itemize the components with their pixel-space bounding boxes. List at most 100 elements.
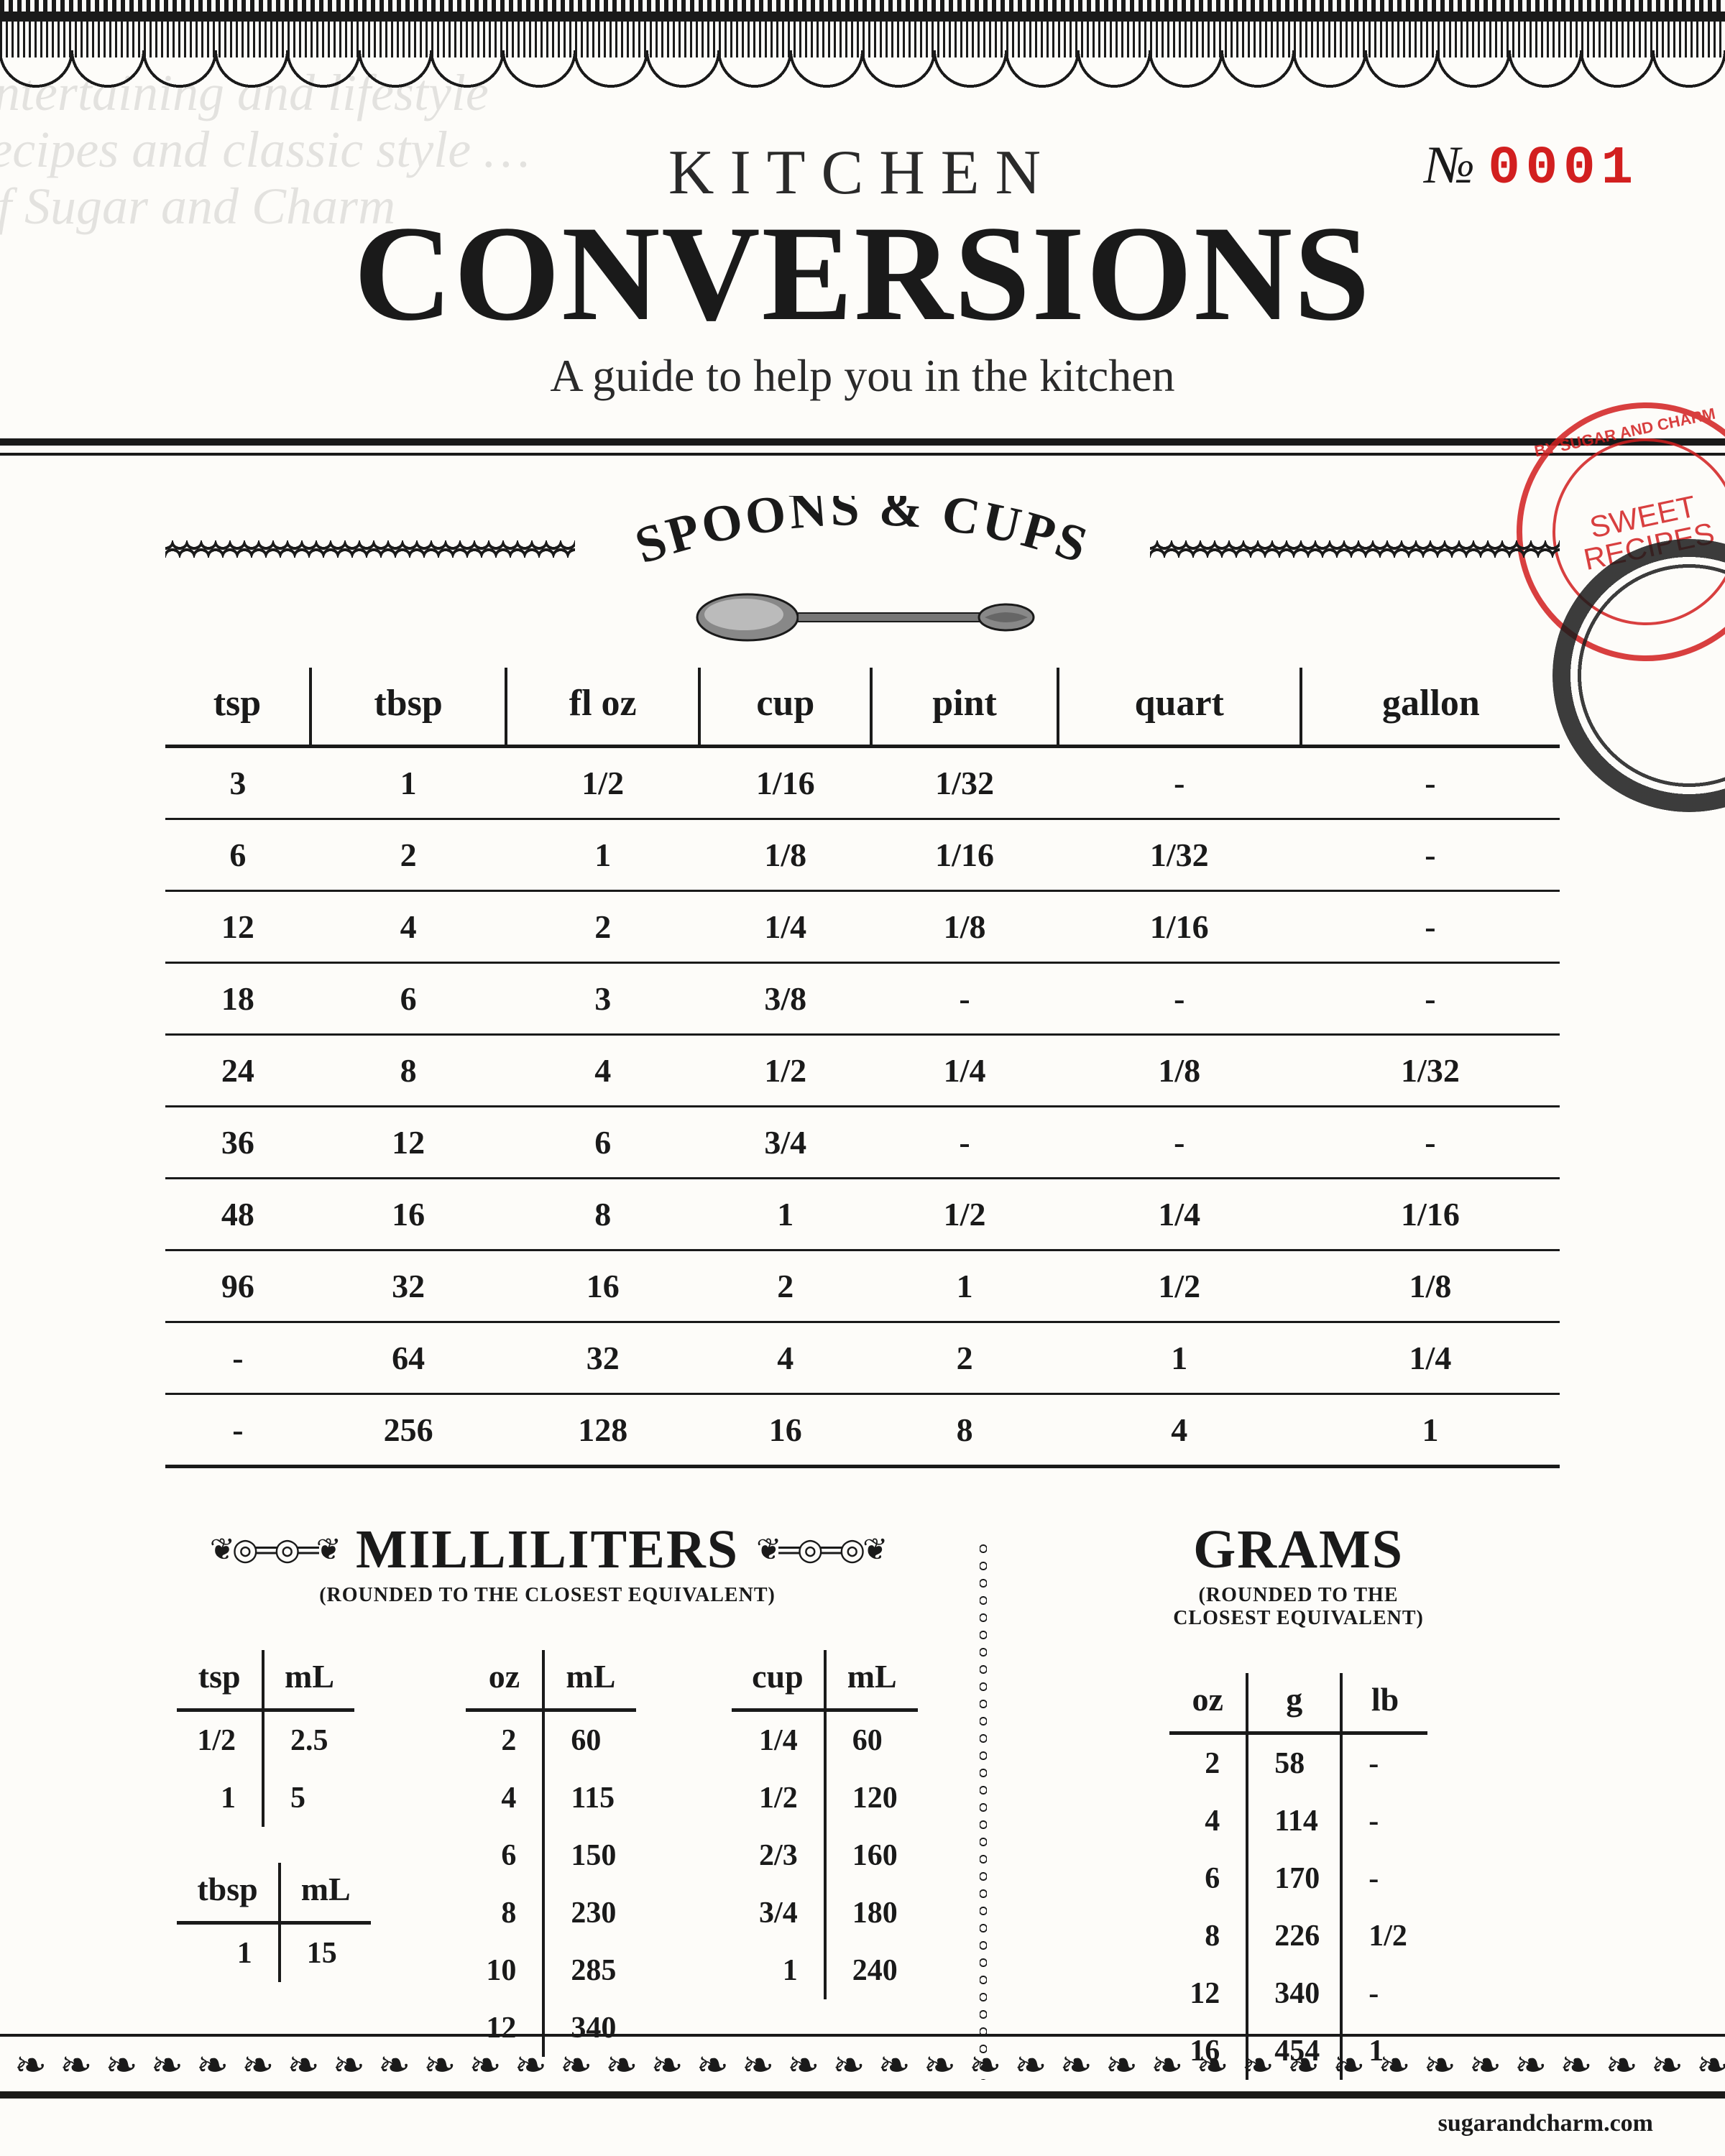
grams-column: GRAMS (ROUNDED TO THE CLOSEST EQUIVALENT…	[1030, 1519, 1567, 2080]
cell: -	[871, 1106, 1057, 1178]
cell: 2/3	[732, 1827, 825, 1884]
table-row: 260	[466, 1710, 636, 1769]
cell: 120	[825, 1769, 918, 1827]
cell: 114	[1247, 1792, 1341, 1850]
cell: 1/32	[1301, 1034, 1560, 1106]
cell: 1/8	[699, 819, 871, 890]
column-header: mL	[280, 1863, 371, 1923]
cell: 6	[1169, 1850, 1247, 1907]
cell: -	[1341, 1965, 1427, 2022]
column-header: pint	[871, 668, 1057, 747]
cell: 1/2	[1058, 1250, 1301, 1322]
cell: 1/16	[1301, 1178, 1560, 1250]
cell: 58	[1247, 1733, 1341, 1792]
cell: 170	[1247, 1850, 1341, 1907]
cell: -	[871, 962, 1057, 1034]
column-header: mL	[263, 1650, 354, 1710]
grams-note: (ROUNDED TO THE CLOSEST EQUIVALENT)	[1148, 1584, 1450, 1630]
table-row: 12340-	[1169, 1965, 1427, 2022]
table-row: 18633/8---	[165, 962, 1560, 1034]
cell: 1	[699, 1178, 871, 1250]
cell: 1/2	[871, 1178, 1057, 1250]
oz-ml-table: ozmL2604115615082301028512340	[466, 1650, 636, 2057]
table-row: 6211/81/161/32-	[165, 819, 1560, 890]
lower-section: ❦◎═◎═❦ MILLILITERS ❦═◎═◎❦ (ROUNDED TO TH…	[0, 1468, 1725, 2080]
column-header: gallon	[1301, 668, 1560, 747]
table-row: 82261/2	[1169, 1907, 1427, 1965]
cell: 8	[506, 1178, 699, 1250]
cell: 96	[165, 1250, 310, 1322]
cell: 18	[165, 962, 310, 1034]
table-row: 4115	[466, 1769, 636, 1827]
cell: 1	[177, 1769, 263, 1827]
cell: 1/8	[871, 890, 1057, 962]
table-row: 10285	[466, 1942, 636, 1999]
table-row: 1/2120	[732, 1769, 918, 1827]
cell: 64	[310, 1322, 506, 1393]
cell: 8	[310, 1034, 506, 1106]
cell: -	[165, 1393, 310, 1466]
bottom-fleur-border: ❧❧❧❧❧❧❧❧❧❧❧❧❧❧❧❧❧❧❧❧❧❧❧❧❧❧❧❧❧❧❧❧❧❧❧❧❧❧❧❧…	[0, 2034, 1725, 2099]
column-header: lb	[1341, 1673, 1427, 1733]
cell: 1/4	[1301, 1322, 1560, 1393]
table-row: 361263/4---	[165, 1106, 1560, 1178]
cell: 230	[543, 1884, 636, 1942]
column-header: quart	[1058, 668, 1301, 747]
cell: 4	[1169, 1792, 1247, 1850]
cell: 2	[466, 1710, 543, 1769]
cell: 60	[543, 1710, 636, 1769]
cell: 2	[699, 1250, 871, 1322]
grams-table: ozglb258-4114-6170-82261/212340-164541	[1169, 1673, 1427, 2080]
table-row: 24841/21/41/81/32	[165, 1034, 1560, 1106]
table-row: 963216211/21/8	[165, 1250, 1560, 1322]
cell: 1/2	[506, 746, 699, 819]
cell: -	[1058, 962, 1301, 1034]
ornament-right: ❦═◎═◎❦	[756, 1531, 885, 1567]
cell: 12	[1169, 1965, 1247, 2022]
cell: 12	[165, 890, 310, 962]
cell: 115	[543, 1769, 636, 1827]
table-row: 6150	[466, 1827, 636, 1884]
cell: -	[1341, 1792, 1427, 1850]
column-header: mL	[825, 1650, 918, 1710]
cell: 16	[506, 1250, 699, 1322]
cell: -	[1301, 746, 1560, 819]
cell: 4	[310, 890, 506, 962]
cell: 12	[310, 1106, 506, 1178]
cell: 6	[310, 962, 506, 1034]
cell: -	[1301, 819, 1560, 890]
top-comb-border	[0, 22, 1725, 57]
column-header: mL	[543, 1650, 636, 1710]
cell: 16	[699, 1393, 871, 1466]
serial-number: № 0001	[1425, 135, 1639, 199]
milliliters-note: (ROUNDED TO THE CLOSEST EQUIVALENT)	[158, 1584, 937, 1607]
footer-url: sugarandcharm.com	[1438, 2110, 1653, 2137]
milliliters-title: MILLILITERS	[356, 1519, 739, 1581]
column-header: cup	[699, 668, 871, 747]
cell: 1	[871, 1250, 1057, 1322]
svg-text:SPOONS & CUPS: SPOONS & CUPS	[628, 496, 1097, 575]
serial-digits: 0001	[1488, 139, 1639, 199]
cell: 1	[506, 819, 699, 890]
cell: 1/8	[1301, 1250, 1560, 1322]
spoons-cups-section: SPOONS & CUPS tsptbspfl ozcuppintquartga…	[0, 482, 1725, 1468]
column-header: oz	[1169, 1673, 1247, 1733]
spoons-cups-table: tsptbspfl ozcuppintquartgallon 311/21/16…	[165, 668, 1560, 1468]
cell: 340	[1247, 1965, 1341, 2022]
cell: 24	[165, 1034, 310, 1106]
cell: 10	[466, 1942, 543, 1999]
cell: 36	[165, 1106, 310, 1178]
cell: 4	[506, 1034, 699, 1106]
cell: 1	[732, 1942, 825, 1999]
cup-ml-table: cupmL1/4601/21202/31603/41801240	[732, 1650, 918, 1999]
column-header: tsp	[177, 1650, 263, 1710]
cell: 48	[165, 1178, 310, 1250]
cell: 6	[506, 1106, 699, 1178]
tsp-ml-table: tspmL1/22.515	[177, 1650, 354, 1827]
cell: 3/4	[732, 1884, 825, 1942]
table-row: 15	[177, 1769, 354, 1827]
cell: 1/4	[732, 1710, 825, 1769]
cell: 3/8	[699, 962, 871, 1034]
cell: -	[1058, 746, 1301, 819]
cell: 1/4	[871, 1034, 1057, 1106]
